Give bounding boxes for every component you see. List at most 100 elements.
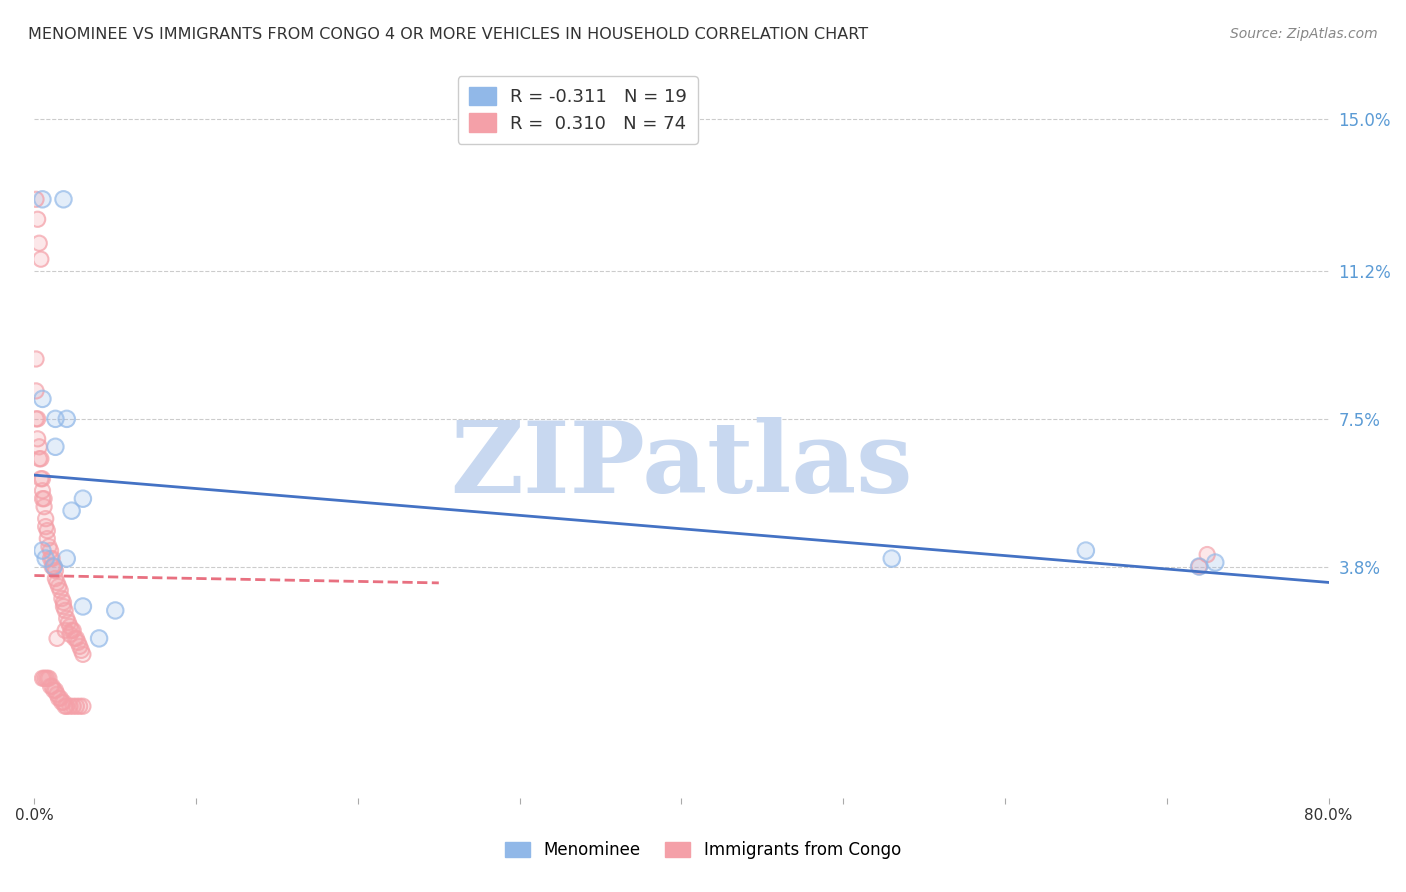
Point [46, 575, 69, 590]
Point [31, 543, 53, 558]
Point [51, 695, 73, 709]
Point [62, 624, 84, 638]
Point [31, 671, 53, 685]
Point [49, 691, 72, 706]
Text: Source: ZipAtlas.com: Source: ZipAtlas.com [1230, 27, 1378, 41]
Point [52, 695, 75, 709]
Point [59, 699, 82, 714]
Point [70, 643, 93, 657]
Point [72, 648, 94, 662]
Point [104, 603, 127, 617]
Point [46, 687, 69, 701]
Point [63, 632, 86, 646]
Point [55, 551, 77, 566]
Point [35, 519, 58, 533]
Point [52, 599, 75, 614]
Point [1188, 559, 1211, 574]
Point [72, 491, 94, 506]
Point [63, 632, 86, 646]
Point [87, 632, 110, 646]
Point [44, 572, 66, 586]
Point [42, 559, 65, 574]
Point [72, 599, 94, 614]
Point [27, 432, 49, 446]
Point [39, 679, 62, 693]
Point [30, 252, 52, 267]
Point [31, 392, 53, 406]
Point [55, 412, 77, 426]
Point [46, 687, 69, 701]
Point [69, 640, 91, 654]
Point [42, 559, 65, 574]
Point [44, 440, 66, 454]
Point [55, 551, 77, 566]
Point [52, 695, 75, 709]
Point [59, 619, 82, 633]
Point [1074, 543, 1097, 558]
Point [48, 580, 70, 594]
Point [48, 691, 70, 706]
Point [35, 511, 58, 525]
Point [60, 624, 83, 638]
Point [38, 671, 60, 685]
Point [52, 192, 75, 206]
Point [25, 351, 48, 366]
Point [51, 591, 73, 606]
Point [72, 491, 94, 506]
Point [44, 683, 66, 698]
Point [35, 551, 58, 566]
Point [39, 679, 62, 693]
Point [69, 640, 91, 654]
Point [31, 483, 53, 498]
Point [32, 671, 55, 685]
Point [28, 440, 51, 454]
Point [1188, 559, 1211, 574]
Point [53, 699, 76, 714]
Point [58, 615, 80, 630]
Point [39, 551, 62, 566]
Point [28, 451, 51, 466]
Point [69, 699, 91, 714]
Point [35, 551, 58, 566]
Point [55, 611, 77, 625]
Point [30, 252, 52, 267]
Point [30, 451, 52, 466]
Point [44, 572, 66, 586]
Point [25, 192, 48, 206]
Point [30, 472, 52, 486]
Point [55, 412, 77, 426]
Point [41, 679, 63, 693]
Point [52, 595, 75, 609]
Point [104, 603, 127, 617]
Point [1197, 548, 1219, 562]
Point [44, 564, 66, 578]
Point [44, 683, 66, 698]
Text: MENOMINEE VS IMMIGRANTS FROM CONGO 4 OR MORE VEHICLES IN HOUSEHOLD CORRELATION C: MENOMINEE VS IMMIGRANTS FROM CONGO 4 OR … [28, 27, 869, 42]
Point [51, 695, 73, 709]
Point [42, 559, 65, 574]
Point [31, 392, 53, 406]
Point [72, 699, 94, 714]
Point [39, 543, 62, 558]
Point [27, 412, 49, 426]
Point [53, 624, 76, 638]
Point [65, 632, 87, 646]
Point [880, 551, 903, 566]
Point [37, 524, 59, 538]
Point [44, 412, 66, 426]
Point [32, 500, 55, 514]
Point [1074, 543, 1097, 558]
Point [70, 643, 93, 657]
Point [35, 519, 58, 533]
Point [35, 671, 58, 685]
Point [31, 192, 53, 206]
Point [35, 511, 58, 525]
Point [1197, 548, 1219, 562]
Point [31, 472, 53, 486]
Point [28, 236, 51, 251]
Point [880, 551, 903, 566]
Point [27, 212, 49, 227]
Point [31, 483, 53, 498]
Point [27, 432, 49, 446]
Point [28, 236, 51, 251]
